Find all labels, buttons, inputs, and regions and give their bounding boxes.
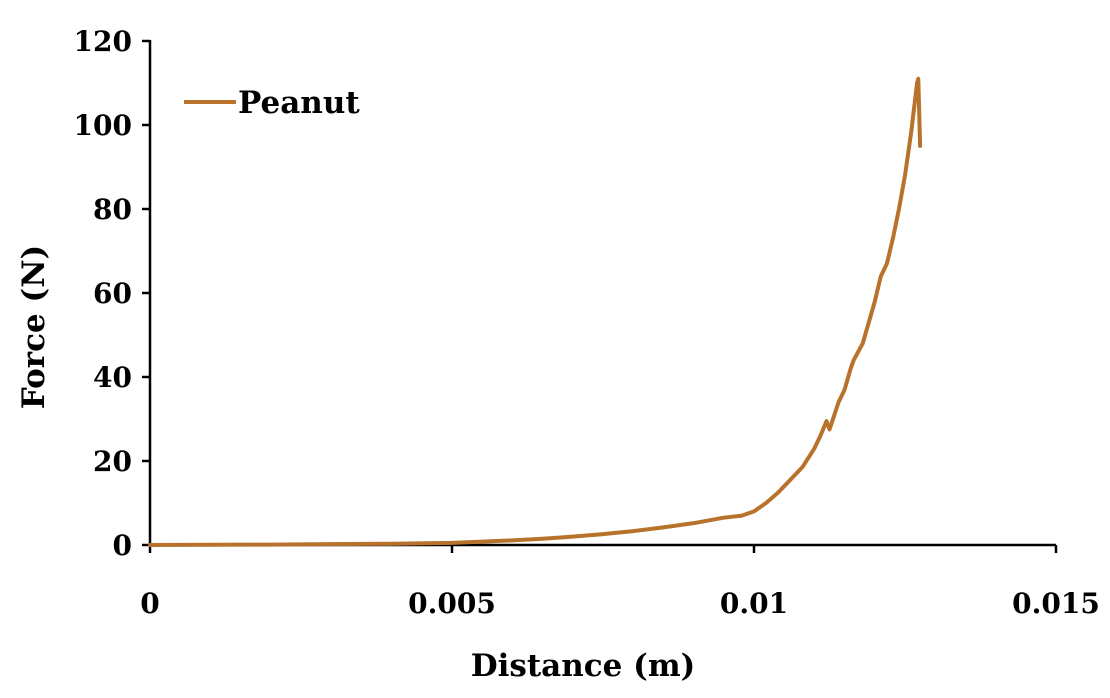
y-axis-title: Force (N) — [16, 245, 52, 409]
x-tick-label: 0 — [140, 587, 159, 620]
x-tick-label: 0.005 — [408, 587, 496, 620]
x-tick-label: 0.01 — [720, 587, 788, 620]
y-tick-label: 60 — [93, 277, 132, 310]
legend-label: Peanut — [238, 85, 360, 121]
y-tick-label: 0 — [113, 529, 132, 562]
y-tick-label: 40 — [93, 361, 132, 394]
legend: Peanut — [184, 85, 360, 121]
series-line-peanut — [148, 76, 923, 547]
y-tick-label: 80 — [93, 193, 132, 226]
series-layer — [148, 76, 923, 547]
y-tick-label: 100 — [74, 109, 132, 142]
x-axis-title: Distance (m) — [471, 648, 696, 684]
axes: 0 20 40 60 80 100 120 0 0.005 0.01 0.015 — [74, 25, 1100, 620]
y-tick-label: 20 — [93, 445, 132, 478]
y-tick-label: 120 — [74, 25, 132, 58]
x-tick-label: 0.015 — [1012, 587, 1100, 620]
